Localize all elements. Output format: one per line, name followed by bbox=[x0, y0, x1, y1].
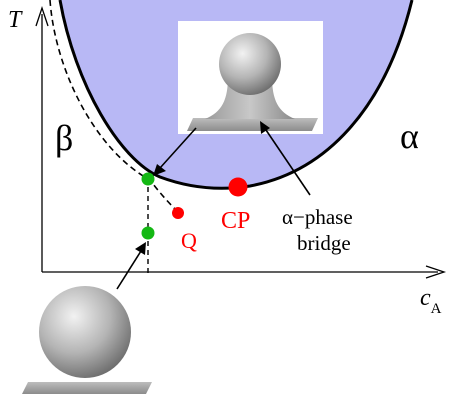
isolated-sphere-inset bbox=[22, 286, 152, 394]
arrow-to-bridge bbox=[260, 121, 311, 196]
metastable-dashed-curve bbox=[49, 0, 179, 213]
y-axis-label: T bbox=[8, 7, 23, 33]
coexistence-curve bbox=[58, 0, 414, 190]
x-axis-label-sub: A bbox=[431, 301, 442, 317]
x-axis-label-main: c bbox=[420, 285, 431, 311]
annotation-line-1: α−phase bbox=[282, 205, 353, 229]
bridge-inset-image bbox=[178, 21, 323, 134]
x-axis-arrow bbox=[425, 265, 447, 279]
arrow-to-upper-green bbox=[153, 127, 197, 176]
bridge-neck bbox=[205, 76, 295, 119]
critical-point-label: CP bbox=[221, 208, 250, 234]
annotation-line-2: bridge bbox=[297, 231, 351, 255]
isolated-sphere bbox=[39, 286, 131, 378]
y-axis-arrow bbox=[35, 5, 49, 27]
alpha-phase-label: α bbox=[400, 116, 419, 156]
arrow-from-sphere bbox=[116, 242, 146, 290]
x-axis-label: cA bbox=[420, 285, 442, 317]
beta-phase-label: β bbox=[55, 118, 73, 158]
inset-sphere bbox=[219, 33, 281, 95]
critical-point-marker bbox=[228, 177, 248, 197]
inset-plate bbox=[187, 118, 318, 131]
substrate-plate bbox=[22, 382, 152, 394]
green-point-upper bbox=[141, 172, 155, 186]
green-point-lower bbox=[141, 226, 155, 240]
point-q-marker bbox=[172, 207, 184, 219]
point-q-label: Q bbox=[181, 228, 197, 253]
